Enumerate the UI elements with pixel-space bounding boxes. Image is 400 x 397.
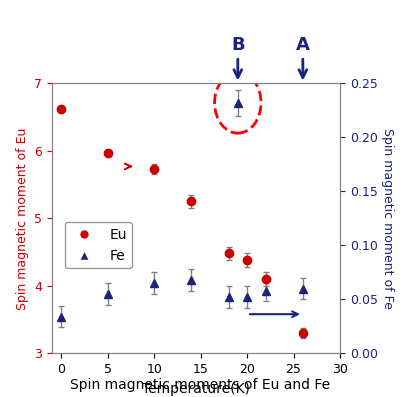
Text: B: B [231,36,245,77]
Y-axis label: Spin magnetic moment of Eu: Spin magnetic moment of Eu [16,127,29,310]
Text: A: A [296,36,310,77]
Text: Spin magnetic moments of Eu and Fe: Spin magnetic moments of Eu and Fe [70,378,330,392]
Legend: Eu, Fe: Eu, Fe [65,222,132,268]
X-axis label: Temperature(K): Temperature(K) [142,382,250,395]
Y-axis label: Spin magnetic moment of Fe: Spin magnetic moment of Fe [381,128,394,309]
